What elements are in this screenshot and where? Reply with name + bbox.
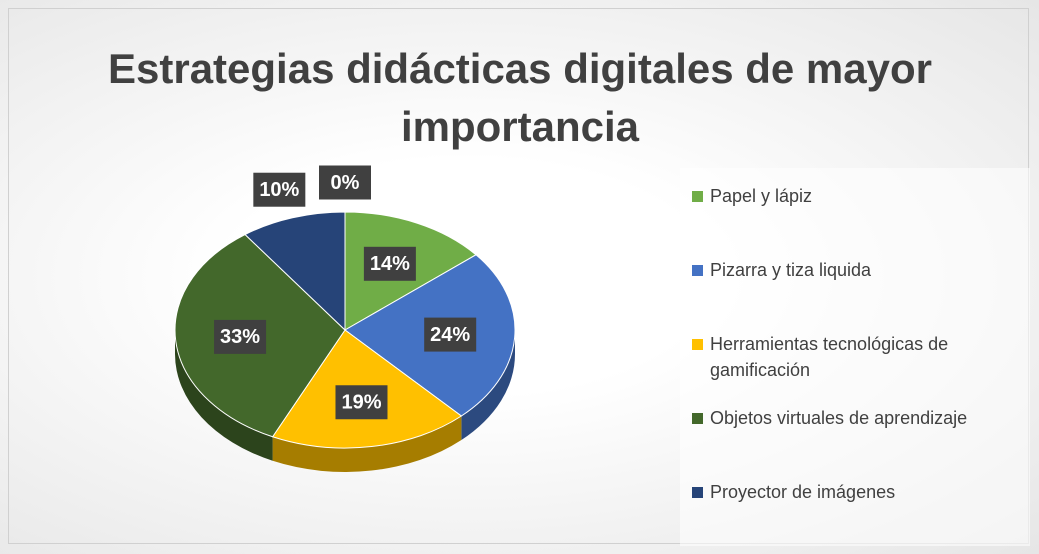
legend-panel [680,168,1030,546]
pie-side [272,416,462,472]
label-box [214,319,267,354]
label-box [319,165,371,200]
label-box [335,385,388,420]
data-label: 10% [259,179,299,201]
legend-label: Herramientas tecnológicas de gamificació… [710,334,949,380]
data-label: 0% [331,172,360,194]
data-label: 19% [341,392,381,414]
pie-side [175,330,273,461]
label-box [253,172,306,207]
legend-swatch [692,339,703,350]
chart-title: Estrategias didácticas digitales de mayo… [107,45,932,150]
legend-swatch [692,265,703,276]
data-label: 24% [430,324,470,346]
data-label: 14% [370,253,410,275]
legend-label: Pizarra y tiza liquida [710,260,872,280]
pie-side [461,330,516,441]
label-box [424,317,477,352]
data-label: 33% [220,326,260,348]
pie-slice [244,211,346,332]
label-box [363,246,416,281]
legend-swatch [692,413,703,424]
legend-swatch [692,487,703,498]
legend-label: Proyector de imágenes [710,482,896,502]
legend-swatch [692,191,703,202]
legend-label: Papel y lápiz [710,186,813,206]
legend-label: Objetos virtuales de aprendizaje [710,408,968,428]
